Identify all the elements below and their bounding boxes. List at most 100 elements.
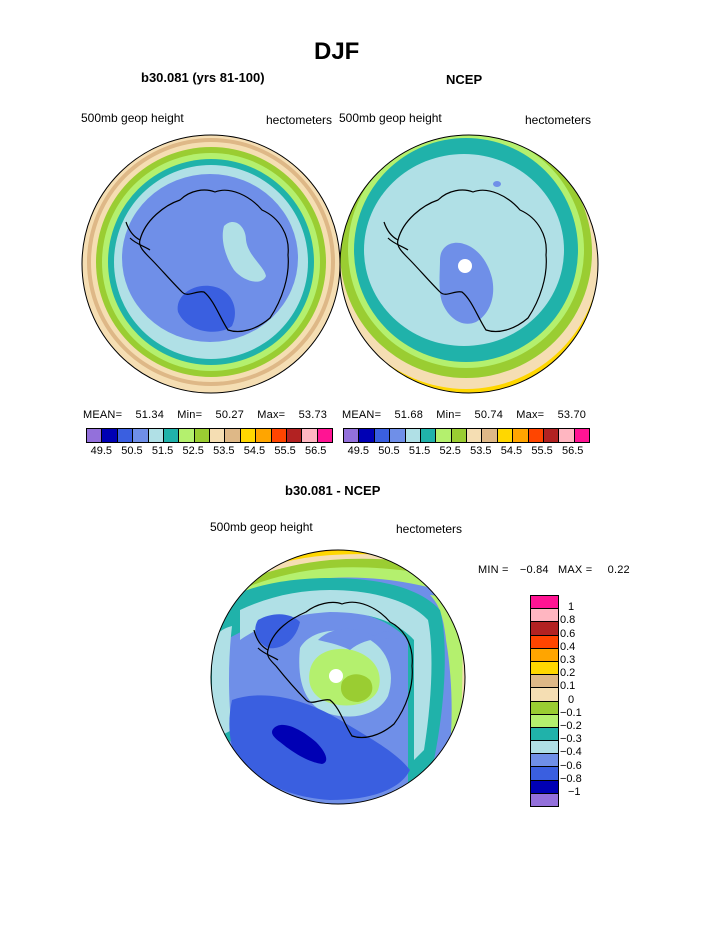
colorbar-tick-label: 0.3 (560, 654, 576, 666)
colorbar-swatch (531, 754, 558, 768)
page-title: DJF (314, 38, 360, 65)
colorbar-swatch (543, 429, 560, 442)
panel3-field-label: 500mb geop height (210, 520, 313, 534)
colorbar-swatch (148, 429, 164, 442)
colorbar-swatch (531, 793, 558, 806)
panel1-min-value: 50.27 (215, 409, 245, 421)
colorbar-tick-label: 56.5 (561, 445, 584, 457)
panel1-mean-value: 51.34 (135, 409, 165, 421)
colorbar-swatch (117, 429, 134, 442)
panel2-colorbar (343, 428, 590, 443)
panel1-stats: MEAN= 51.34 Min= 50.27 Max= 53.73 (83, 409, 327, 421)
colorbar-tick-label: 0.8 (560, 614, 576, 627)
colorbar-swatch (451, 429, 467, 442)
colorbar-swatch (531, 648, 558, 662)
colorbar-tick-label: −0.3 (560, 733, 582, 746)
colorbar-tick-label: 52.5 (182, 445, 204, 457)
panel1-field-label: 500mb geop height (81, 111, 184, 125)
colorbar-tick-label: 0.2 (560, 667, 576, 680)
colorbar-tick-label: 49.5 (90, 445, 113, 457)
panel3-min-label: MIN = (478, 564, 509, 576)
panel1-max-value: 53.73 (298, 409, 328, 421)
panel3-units-label: hectometers (396, 522, 463, 536)
colorbar-tick-label: 0.4 (560, 640, 576, 653)
panel2-min-label: Min= (436, 409, 462, 421)
colorbar-swatch (531, 741, 558, 755)
colorbar-swatch (286, 429, 303, 442)
panel1-mean-label: MEAN= (83, 409, 123, 421)
panel1-max-label: Max= (257, 409, 286, 421)
colorbar-tick-label: 0.6 (560, 627, 576, 640)
colorbar-swatch (531, 622, 558, 636)
colorbar-tick-label: 1 (568, 601, 575, 614)
panel1-units-label: hectometers (266, 113, 333, 127)
colorbar-swatch (531, 714, 558, 728)
colorbar-swatch (513, 429, 529, 442)
colorbar-tick-label: 54.5 (243, 445, 266, 457)
colorbar-swatch (531, 767, 558, 781)
panel1-min-label: Min= (177, 409, 203, 421)
colorbar-tick-label: 51.5 (408, 445, 431, 457)
colorbar-swatch (528, 429, 544, 442)
colorbar-swatch (420, 429, 437, 442)
colorbar-tick-label: 56.5 (304, 445, 327, 457)
panel3-colorbar (530, 595, 559, 807)
colorbar-tick-label: −0.8 (560, 772, 582, 785)
colorbar-tick-label: 52.5 (439, 445, 461, 457)
colorbar-swatch (271, 429, 287, 442)
colorbar-swatch (531, 609, 558, 623)
panel2-max-value: 53.70 (557, 409, 587, 421)
panel2-field-label: 500mb geop height (339, 111, 442, 125)
panel2-mean-value: 51.68 (394, 409, 424, 421)
panel3-title: b30.081 - NCEP (285, 483, 381, 498)
colorbar-swatch (497, 429, 514, 442)
colorbar-swatch (531, 635, 558, 649)
colorbar-swatch (531, 675, 558, 689)
colorbar-swatch (374, 429, 391, 442)
colorbar-swatch (317, 429, 332, 442)
colorbar-swatch (210, 429, 226, 442)
colorbar-swatch (359, 429, 375, 442)
colorbar-swatch (531, 661, 558, 676)
colorbar-swatch (194, 429, 210, 442)
panel2-min-value: 50.74 (474, 409, 504, 421)
colorbar-swatch (102, 429, 118, 442)
colorbar-swatch (163, 429, 180, 442)
panel3-min-value: −0.84 (519, 564, 549, 576)
colorbar-tick-label: 50.5 (121, 445, 143, 457)
panel3-max-value: 0.22 (607, 564, 630, 576)
colorbar-swatch (225, 429, 241, 442)
panel2-max-label: Max= (516, 409, 545, 421)
colorbar-swatch (133, 429, 149, 442)
colorbar-swatch (87, 429, 103, 442)
colorbar-tick-label: 54.5 (500, 445, 523, 457)
panel1-colorbar (86, 428, 333, 443)
colorbar-swatch (344, 429, 360, 442)
colorbar-tick-label: −1 (568, 786, 581, 798)
panel2-title: NCEP (446, 72, 483, 87)
colorbar-swatch (302, 429, 318, 442)
colorbar-swatch (436, 429, 452, 442)
colorbar-tick-label: 50.5 (378, 445, 400, 457)
panel2-mean-label: MEAN= (342, 409, 382, 421)
colorbar-tick-label: −0.4 (560, 746, 582, 759)
colorbar-tick-label: 0 (568, 693, 575, 706)
colorbar-tick-label: 53.5 (213, 445, 235, 457)
colorbar-swatch (531, 688, 558, 702)
colorbar-swatch (531, 780, 558, 794)
colorbar-swatch (559, 429, 575, 442)
colorbar-tick-label: 49.5 (347, 445, 370, 457)
panel3-max-label: MAX = (558, 564, 593, 576)
colorbar-swatch (256, 429, 272, 442)
panel1-title: b30.081 (yrs 81-100) (141, 70, 265, 85)
panel3-stats: MIN = −0.84 MAX = 0.22 (478, 564, 630, 576)
panel2-stats: MEAN= 51.68 Min= 50.74 Max= 53.70 (342, 409, 586, 421)
colorbar-tick-label: −0.1 (560, 706, 582, 719)
colorbar-tick-label: 55.5 (531, 445, 553, 457)
colorbar-swatch (467, 429, 483, 442)
colorbar-swatch (531, 596, 558, 610)
colorbar-tick-label: 51.5 (151, 445, 174, 457)
